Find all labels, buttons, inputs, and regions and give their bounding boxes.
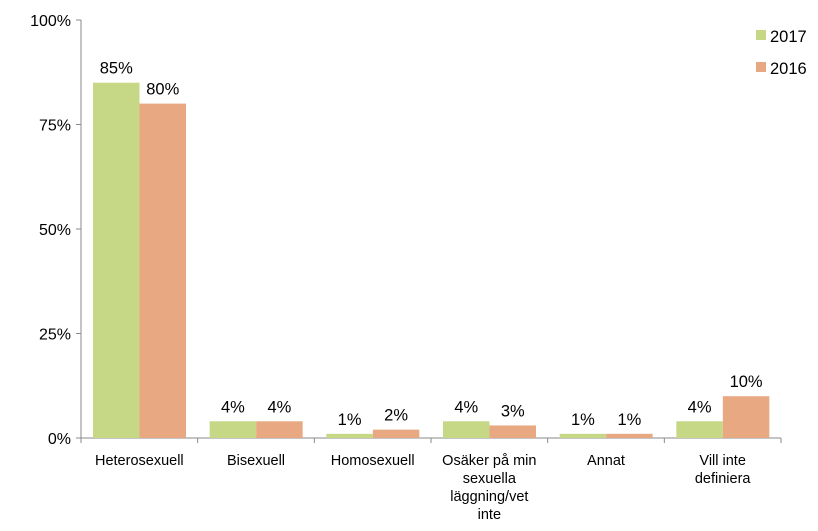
data-label: 4% bbox=[267, 398, 291, 416]
data-label: 4% bbox=[688, 398, 712, 416]
legend-label: 2016 bbox=[770, 60, 807, 78]
legend-label: 2017 bbox=[770, 28, 807, 46]
data-label: 10% bbox=[730, 373, 763, 391]
data-label: 4% bbox=[454, 398, 478, 416]
x-category-label: Vill inte definiera bbox=[695, 453, 752, 487]
bar-2017-3 bbox=[443, 421, 490, 438]
bar-2017-5 bbox=[676, 421, 723, 438]
x-category-label-line: läggning/vet bbox=[450, 489, 528, 505]
x-category-label: Osäker på min sexuella läggning/vet inte bbox=[442, 453, 536, 523]
bar-2017-2 bbox=[326, 433, 373, 438]
x-category-label-line: definiera bbox=[695, 471, 752, 487]
x-category-label-line: Annat bbox=[587, 453, 625, 469]
x-category-label-line: Bisexuell bbox=[227, 453, 285, 469]
data-label: 1% bbox=[338, 411, 362, 429]
bar-2016-4 bbox=[606, 433, 653, 438]
x-category-label-line: inte bbox=[478, 507, 501, 523]
x-category-label-line: Osäker på min bbox=[442, 453, 536, 469]
x-category-label: Homosexuell bbox=[331, 453, 415, 469]
x-category-label-line: Vill inte bbox=[699, 453, 745, 469]
bar-2016-5 bbox=[722, 396, 770, 438]
x-category-label: Bisexuell bbox=[227, 453, 285, 469]
y-tick-label: 50% bbox=[39, 222, 71, 239]
data-label: 1% bbox=[617, 411, 641, 429]
data-label: 85% bbox=[100, 60, 133, 78]
bar-2017-4 bbox=[559, 433, 607, 438]
legend-swatch bbox=[756, 62, 766, 72]
data-label: 2% bbox=[384, 407, 408, 425]
bar-2016-1 bbox=[256, 421, 303, 438]
bar-2017-0 bbox=[93, 82, 140, 438]
bar-2017-1 bbox=[209, 421, 257, 438]
bars bbox=[93, 82, 770, 438]
data-labels: 85% 4% 1% 4% 1% 4% 80% 4% 2% 3% 1% 10% bbox=[100, 60, 763, 429]
axes: 0% 25% 50% 75% 100% Heterosexuell Bisexuell Hom… bbox=[30, 13, 782, 523]
y-tick-label: 75% bbox=[39, 118, 71, 135]
y-tick-label: 25% bbox=[39, 327, 71, 344]
y-tick-label: 100% bbox=[30, 13, 71, 30]
data-label: 80% bbox=[146, 81, 179, 99]
bar-2016-0 bbox=[139, 103, 186, 438]
data-label: 1% bbox=[571, 411, 595, 429]
data-label: 3% bbox=[501, 402, 525, 420]
legend-swatch bbox=[756, 30, 766, 40]
x-category-label-line: Homosexuell bbox=[331, 453, 415, 469]
x-category-label-line: Heterosexuell bbox=[95, 453, 184, 469]
x-category-label: Annat bbox=[587, 453, 625, 469]
legend: 2017 2016 bbox=[756, 28, 807, 78]
x-category-label-line: sexuella bbox=[463, 471, 517, 487]
bar-2016-2 bbox=[372, 429, 420, 438]
bar-2016-3 bbox=[489, 425, 536, 438]
x-category-label: Heterosexuell bbox=[95, 453, 184, 469]
data-label: 4% bbox=[221, 398, 245, 416]
y-tick-label: 0% bbox=[48, 431, 71, 448]
